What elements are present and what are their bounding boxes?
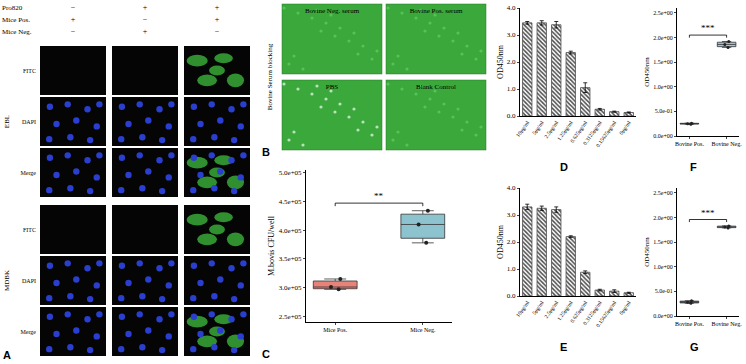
- svg-text:+: +: [215, 3, 220, 12]
- svg-text:***: ***: [701, 208, 715, 218]
- svg-text:0.625μg/ml: 0.625μg/ml: [569, 119, 589, 144]
- svg-text:***: ***: [701, 23, 715, 33]
- svg-text:FITC: FITC: [23, 68, 36, 74]
- html-text:F: F: [690, 161, 697, 173]
- svg-text:0.0e+00: 0.0e+00: [653, 133, 673, 139]
- svg-text:+: +: [215, 15, 220, 24]
- svg-text:3.0: 3.0: [507, 211, 516, 219]
- svg-text:MDBK: MDBK: [3, 270, 11, 291]
- svg-text:2.5e+00: 2.5e+00: [653, 190, 673, 196]
- svg-text:FITC: FITC: [23, 227, 36, 233]
- svg-text:0.0: 0.0: [507, 112, 516, 120]
- svg-text:2.0e+00: 2.0e+00: [653, 215, 673, 221]
- svg-text:Bovine Pos.: Bovine Pos.: [675, 321, 705, 327]
- svg-text:3.0: 3.0: [507, 31, 516, 39]
- html-text:G: G: [690, 341, 699, 353]
- svg-text:+: +: [143, 3, 148, 12]
- svg-text:1.5e+00: 1.5e+00: [653, 59, 673, 65]
- svg-text:PBS: PBS: [326, 83, 339, 91]
- svg-text:0.15625μg/ml: 0.15625μg/ml: [595, 299, 618, 328]
- svg-text:1.0: 1.0: [507, 265, 516, 273]
- svg-text:1.0e+00: 1.0e+00: [653, 264, 673, 270]
- svg-text:1.0e+00: 1.0e+00: [653, 84, 673, 90]
- svg-text:OD450nm: OD450nm: [643, 237, 651, 267]
- svg-text:0.0e+00: 0.0e+00: [653, 313, 673, 319]
- svg-text:0μg/ml: 0μg/ml: [618, 119, 632, 136]
- svg-text:2.5e+00: 2.5e+00: [653, 10, 673, 16]
- svg-text:Mice Pos.: Mice Pos.: [323, 327, 348, 333]
- svg-text:Bovine Neg.: Bovine Neg.: [711, 141, 742, 147]
- svg-text:0.625μg/ml: 0.625μg/ml: [569, 299, 589, 324]
- svg-text:+: +: [71, 15, 76, 24]
- html-text:E: E: [560, 341, 568, 353]
- svg-text:Mice Neg.: Mice Neg.: [2, 28, 32, 36]
- svg-text:5.0e-01: 5.0e-01: [655, 288, 673, 294]
- svg-text:5μg/ml: 5μg/ml: [531, 299, 545, 316]
- svg-text:1.0: 1.0: [507, 85, 516, 93]
- html-text:A: A: [3, 349, 11, 361]
- svg-text:Merge: Merge: [20, 170, 36, 176]
- svg-text:1.25μg/ml: 1.25μg/ml: [556, 299, 574, 321]
- svg-text:−: −: [215, 27, 220, 36]
- svg-text:Mice Neg.: Mice Neg.: [410, 327, 436, 333]
- svg-text:5μg/ml: 5μg/ml: [531, 119, 545, 136]
- svg-text:Bovine Pos. serum: Bovine Pos. serum: [410, 7, 463, 15]
- svg-text:2.5μg/ml: 2.5μg/ml: [543, 299, 560, 319]
- svg-text:OD450nm: OD450nm: [496, 224, 505, 259]
- svg-text:OD450nm: OD450nm: [496, 44, 505, 79]
- svg-text:5.0e-01: 5.0e-01: [655, 108, 673, 114]
- svg-text:Bovine Serum blocking: Bovine Serum blocking: [266, 43, 274, 110]
- svg-text:Bovine Neg.: Bovine Neg.: [711, 321, 742, 327]
- svg-text:2.0e+00: 2.0e+00: [653, 35, 673, 41]
- svg-text:5.0e+05: 5.0e+05: [279, 169, 302, 177]
- svg-text:−: −: [71, 27, 76, 36]
- svg-text:Mice Pos.: Mice Pos.: [2, 16, 30, 24]
- svg-text:10μg/ml: 10μg/ml: [515, 299, 531, 318]
- svg-text:4.0: 4.0: [507, 4, 516, 12]
- svg-text:1.5e+00: 1.5e+00: [653, 239, 673, 245]
- svg-text:Bovine Pos.: Bovine Pos.: [675, 141, 705, 147]
- svg-text:M.bovis CFU/well: M.bovis CFU/well: [267, 215, 276, 276]
- svg-text:0.3125μg/ml: 0.3125μg/ml: [582, 299, 603, 326]
- svg-text:4.0: 4.0: [507, 184, 516, 192]
- svg-text:2.5e+05: 2.5e+05: [279, 313, 302, 321]
- svg-text:**: **: [374, 191, 384, 201]
- svg-text:−: −: [143, 15, 148, 24]
- html-text:C: C: [262, 348, 270, 360]
- svg-text:EBL: EBL: [3, 115, 11, 128]
- svg-text:0μg/ml: 0μg/ml: [618, 299, 632, 316]
- svg-text:2.0: 2.0: [507, 58, 516, 66]
- svg-text:4.0e+05: 4.0e+05: [279, 227, 302, 235]
- svg-text:Merge: Merge: [20, 329, 36, 335]
- svg-text:1.25μg/ml: 1.25μg/ml: [556, 119, 574, 141]
- svg-text:10μg/ml: 10μg/ml: [515, 119, 531, 138]
- svg-text:3.0e+05: 3.0e+05: [279, 284, 302, 292]
- svg-text:DAPI: DAPI: [22, 119, 36, 125]
- svg-text:4.5e+05: 4.5e+05: [279, 198, 302, 206]
- svg-text:Pro820: Pro820: [2, 4, 23, 12]
- svg-text:−: −: [71, 3, 76, 12]
- html-text:D: D: [560, 161, 568, 173]
- svg-text:Bovine Neg. serum: Bovine Neg. serum: [305, 7, 360, 15]
- svg-text:DAPI: DAPI: [22, 278, 36, 284]
- svg-text:3.5e+05: 3.5e+05: [279, 255, 302, 263]
- svg-text:2.5μg/ml: 2.5μg/ml: [543, 119, 560, 139]
- svg-text:+: +: [143, 27, 148, 36]
- svg-text:0.0: 0.0: [507, 292, 516, 300]
- svg-text:0.15625μg/ml: 0.15625μg/ml: [595, 119, 618, 148]
- svg-text:2.0: 2.0: [507, 238, 516, 246]
- svg-text:0.3125μg/ml: 0.3125μg/ml: [582, 119, 603, 146]
- svg-text:Blank Control: Blank Control: [416, 83, 456, 91]
- html-text:B: B: [262, 146, 270, 158]
- svg-text:OD450nm: OD450nm: [643, 57, 651, 87]
